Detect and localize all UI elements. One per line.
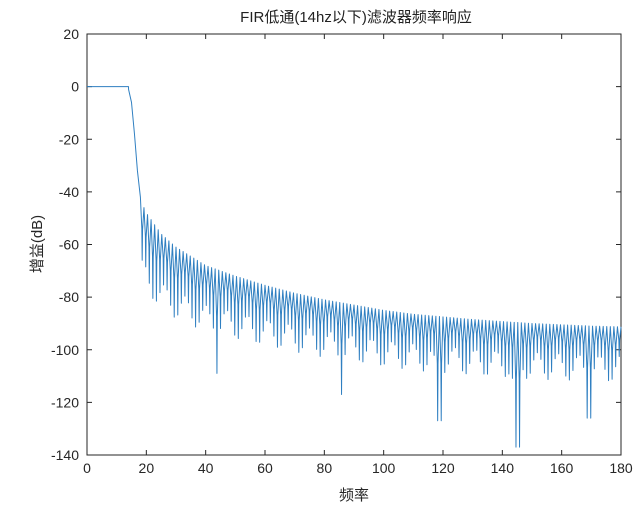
- y-tick-label: 0: [71, 79, 79, 95]
- x-tick-label: 140: [491, 460, 515, 476]
- y-tick-label: 20: [63, 26, 79, 42]
- x-tick-label: 40: [198, 460, 214, 476]
- series-line-0: [87, 86, 622, 448]
- x-tick-label: 100: [372, 460, 396, 476]
- y-tick-label: -140: [51, 447, 79, 463]
- x-tick-label: 180: [609, 460, 633, 476]
- y-tick-label: -100: [51, 342, 79, 358]
- y-tick-label: -40: [59, 184, 79, 200]
- y-tick-label: -120: [51, 394, 79, 410]
- y-axis: 20 0 -20 -40 -60 -80 -100 -120 -140: [51, 26, 621, 463]
- chart-title: FIR低通(14hz以下)滤波器频率响应: [240, 8, 472, 26]
- y-tick-label: -80: [59, 289, 79, 305]
- x-tick-label: 160: [550, 460, 574, 476]
- x-tick-label: 0: [83, 460, 91, 476]
- x-tick-label: 80: [317, 460, 333, 476]
- x-tick-label: 20: [139, 460, 155, 476]
- y-tick-label: -20: [59, 131, 79, 147]
- x-tick-label: 120: [431, 460, 455, 476]
- y-tick-label: -60: [59, 237, 79, 253]
- y-axis-label: 增益(dB): [29, 215, 46, 273]
- x-axis-label: 频率: [339, 487, 369, 504]
- x-tick-label: 60: [257, 460, 273, 476]
- x-axis: 0 20 40 60 80 100 120 140 160 180: [83, 34, 633, 476]
- series-layer: [87, 86, 622, 448]
- plot-area: [86, 33, 622, 456]
